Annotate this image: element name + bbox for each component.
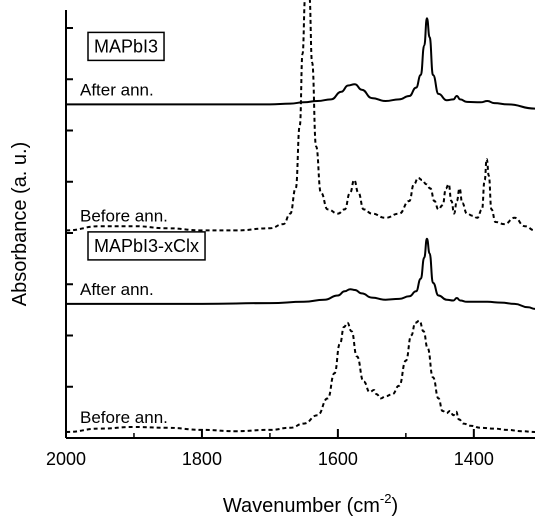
- x-tick-label: 1600: [318, 449, 358, 469]
- series-label: After ann.: [80, 280, 154, 299]
- series-line: [66, 17, 536, 110]
- series-label: Before ann.: [80, 408, 168, 427]
- x-tick-label: 1800: [182, 449, 222, 469]
- series-label: After ann.: [80, 80, 154, 99]
- series-line: [65, 319, 536, 433]
- series-line: [66, 237, 536, 310]
- group-label-box: [87, 231, 206, 261]
- ticks-layer: 2000 1800 1600 1400: [46, 27, 494, 469]
- series-line: [65, 0, 536, 232]
- x-tick-label: 2000: [46, 449, 86, 469]
- x-tick-label: 1400: [454, 449, 494, 469]
- x-axis-title: Wavenumber (cm-2): [223, 491, 398, 517]
- y-axis-title: Absorbance (a. u.): [9, 142, 31, 307]
- labels-layer: After ann. Before ann. MAPbI3 After ann. Bef…: [80, 31, 206, 427]
- group-label-box: [87, 31, 165, 62]
- plot-frame: [65, 10, 535, 439]
- group-label: MAPbI3-xClx: [94, 236, 199, 256]
- series-label: Before ann.: [80, 206, 168, 225]
- group-label: MAPbI3: [94, 36, 158, 56]
- series-layer: [65, 0, 536, 433]
